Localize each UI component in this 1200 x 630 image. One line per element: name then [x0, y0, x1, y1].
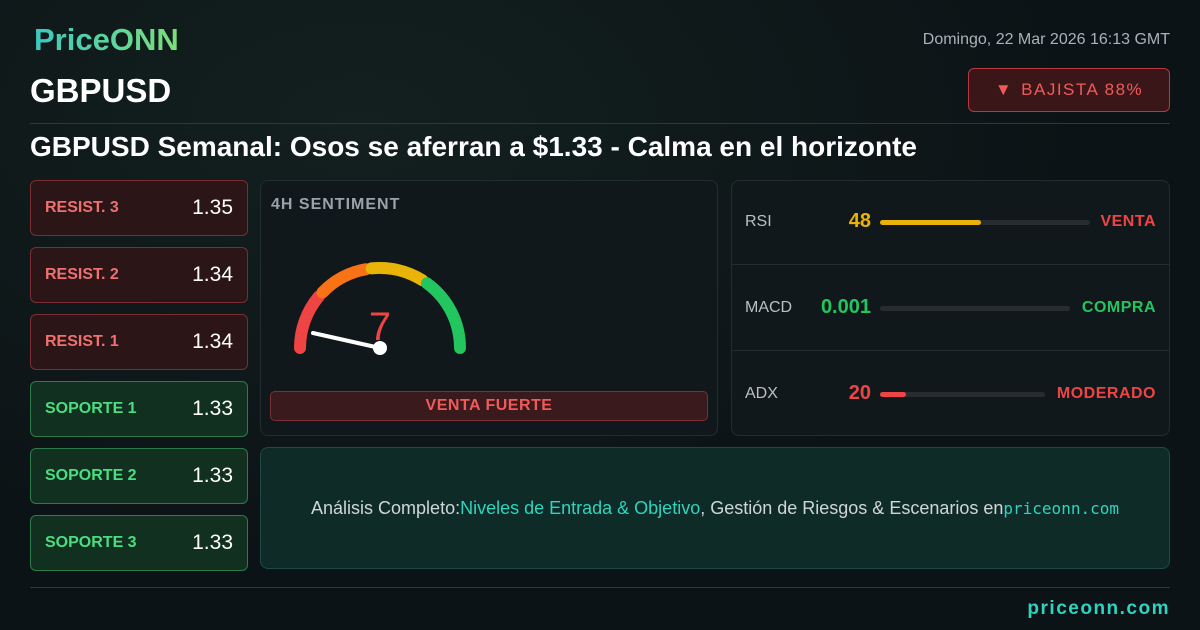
- divider: [30, 587, 1170, 588]
- indicator-name: MACD: [745, 299, 793, 316]
- level-box: SOPORTE 1 1.33: [30, 381, 248, 437]
- gauge-arc: [365, 261, 429, 287]
- level-label: SOPORTE 3: [45, 534, 137, 551]
- badge-text: BAJISTA 88%: [1021, 80, 1144, 99]
- gauge-arc: [294, 290, 325, 354]
- level-value: 1.33: [192, 531, 233, 554]
- indicator-name: RSI: [745, 213, 772, 230]
- indicator-track: [880, 220, 1090, 225]
- gauge-arc: [421, 277, 466, 354]
- sentiment-value: 7: [368, 305, 392, 349]
- indicator-value: 0.001: [820, 296, 871, 318]
- footer-site: priceonn.com: [1027, 598, 1170, 619]
- indicator-row: MACD 0.001 COMPRA: [731, 266, 1170, 351]
- indicator-signal: COMPRA: [1081, 299, 1156, 316]
- level-box: RESIST. 2 1.34: [30, 247, 248, 303]
- level-value: 1.33: [192, 397, 233, 420]
- indicator-value: 48: [848, 210, 871, 232]
- level-label: SOPORTE 2: [45, 467, 137, 484]
- indicator-row: ADX 20 MODERADO: [731, 352, 1170, 437]
- divider: [30, 123, 1170, 124]
- cta-banner: Análisis Completo: Niveles de Entrada & …: [260, 447, 1170, 569]
- indicator-value: 20: [848, 382, 871, 404]
- level-label: RESIST. 2: [45, 266, 119, 283]
- indicator-row: RSI 48 VENTA: [731, 180, 1170, 265]
- level-box: SOPORTE 2 1.33: [30, 448, 248, 504]
- gauge: [294, 261, 466, 355]
- banner-site: priceonn.com: [1003, 498, 1119, 518]
- sentiment-verdict: VENTA FUERTE: [270, 391, 708, 421]
- banner-highlight: Niveles de Entrada & Objetivo: [460, 497, 701, 518]
- indicator-signal: VENTA: [1100, 213, 1156, 230]
- level-label: RESIST. 3: [45, 199, 119, 216]
- indicator-track: [880, 392, 1045, 397]
- indicator-name: ADX: [745, 385, 778, 402]
- symbol: GBPUSD: [30, 72, 172, 109]
- row-divider: [732, 264, 1169, 265]
- level-value: 1.34: [192, 263, 233, 286]
- trend-badge: ▼ BAJISTA 88%: [968, 68, 1170, 112]
- indicator-track: [880, 306, 1070, 311]
- level-value: 1.34: [192, 330, 233, 353]
- level-box: SOPORTE 3 1.33: [30, 515, 248, 571]
- level-box: RESIST. 1 1.34: [30, 314, 248, 370]
- date: Domingo, 22 Mar 2026 16:13 GMT: [922, 31, 1170, 48]
- down-icon: ▼: [994, 80, 1014, 99]
- banner-rest: , Gestión de Riesgos & Escenarios en: [700, 497, 1004, 518]
- gauge-arc: [316, 263, 373, 299]
- needle-hub: [373, 341, 387, 355]
- row-divider: [732, 350, 1169, 351]
- gauge-needle: [311, 331, 382, 350]
- level-box: RESIST. 3 1.35: [30, 180, 248, 236]
- indicator-bar: [880, 392, 907, 397]
- sentiment-label: 4H SENTIMENT: [271, 196, 401, 213]
- level-value: 1.33: [192, 464, 233, 487]
- banner-lead: Análisis Completo:: [311, 497, 461, 518]
- logo: PriceONN: [34, 22, 179, 57]
- title: GBPUSD Semanal: Osos se aferran a $1.33 …: [30, 131, 917, 162]
- indicator-bar: [880, 220, 981, 225]
- level-label: RESIST. 1: [45, 333, 119, 350]
- indicator-signal: MODERADO: [1056, 385, 1156, 402]
- level-label: SOPORTE 1: [45, 400, 137, 417]
- level-value: 1.35: [192, 196, 233, 219]
